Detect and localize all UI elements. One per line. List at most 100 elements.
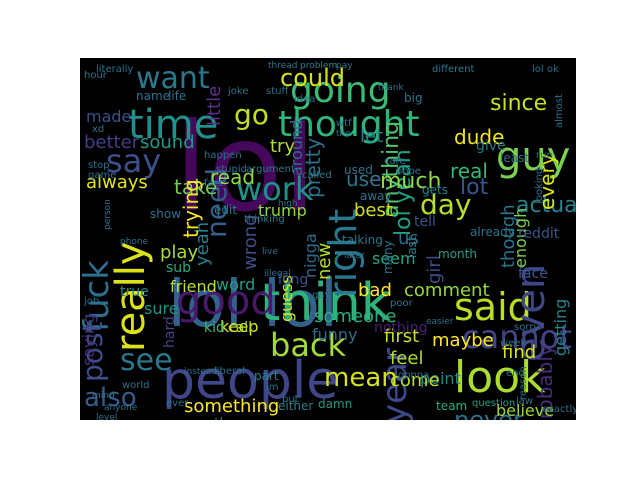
cloud-word-saying: saying bbox=[80, 314, 98, 366]
cloud-word-already: already bbox=[470, 225, 515, 239]
cloud-word-getting: getting bbox=[551, 299, 570, 356]
cloud-word-pretty: pretty bbox=[301, 138, 325, 198]
cloud-word-either: either bbox=[278, 399, 313, 413]
cloud-word-see: see bbox=[120, 343, 173, 378]
cloud-word-thinking: thinking bbox=[244, 214, 285, 225]
cloud-word-first: first bbox=[384, 326, 419, 347]
cloud-word-nigga: nigga bbox=[301, 233, 320, 278]
cloud-word-reddit: reddit bbox=[518, 226, 560, 242]
cloud-word-mean: mean bbox=[324, 363, 398, 393]
cloud-word-give: give bbox=[476, 138, 506, 154]
cloud-word-happen: happen bbox=[204, 150, 242, 161]
cloud-word-another: another bbox=[188, 416, 243, 420]
cloud-word-called: called bbox=[302, 170, 332, 181]
cloud-word-damn: damn bbox=[318, 397, 352, 411]
cloud-word-xd: xd bbox=[92, 124, 104, 135]
cloud-word-point: point bbox=[420, 369, 461, 388]
cloud-word-hard: hard bbox=[162, 316, 178, 348]
cloud-word-find: find bbox=[502, 342, 536, 363]
cloud-word-liberal: liberal bbox=[214, 366, 245, 377]
cloud-word-someone: someone bbox=[314, 306, 397, 327]
cloud-word-end: end bbox=[506, 368, 525, 379]
cloud-word-high: high bbox=[278, 199, 298, 209]
cloud-word-better: better bbox=[84, 132, 140, 153]
cloud-word-since: since bbox=[490, 91, 547, 116]
cloud-word-new: new bbox=[314, 243, 335, 280]
cloud-word-year: year bbox=[375, 348, 415, 420]
cloud-word-exactly: exactly bbox=[542, 404, 576, 415]
cloud-word-question: question bbox=[472, 398, 515, 409]
cloud-word-sound: sound bbox=[140, 132, 195, 153]
cloud-word-need: need bbox=[200, 168, 233, 238]
cloud-word-im: im bbox=[266, 382, 279, 393]
cloud-word-month: month bbox=[438, 247, 477, 261]
cloud-word-kid: kid bbox=[204, 320, 225, 336]
cloud-word-enough: enough bbox=[511, 208, 530, 268]
cloud-word-dude: dude bbox=[454, 125, 504, 149]
cloud-word-lot: lot bbox=[460, 175, 489, 200]
cloud-word-look: look bbox=[454, 352, 546, 403]
cloud-word-word: word bbox=[216, 275, 255, 294]
cloud-word-also: also bbox=[84, 383, 137, 413]
cloud-word-could: could bbox=[280, 64, 345, 92]
cloud-word-tell: tell bbox=[414, 214, 436, 230]
cloud-word-day: day bbox=[420, 188, 472, 221]
cloud-word-thread: thread bbox=[268, 61, 298, 71]
cloud-word-believe: believe bbox=[496, 401, 554, 420]
cloud-word-put: put bbox=[282, 394, 299, 405]
cloud-word-right: right bbox=[321, 209, 365, 298]
cloud-word-much: much bbox=[380, 169, 441, 194]
cloud-word-read: read bbox=[210, 165, 255, 189]
cloud-word-gonna: gonna bbox=[398, 370, 429, 381]
cloud-word-feel: feel bbox=[390, 348, 424, 369]
cloud-word-thank: thank bbox=[378, 83, 404, 93]
cloud-word-lol-ok: lol ok bbox=[532, 64, 559, 75]
cloud-word-anything: anything bbox=[379, 121, 404, 218]
cloud-word-want: want bbox=[136, 61, 210, 96]
cloud-word-trump: trump bbox=[258, 201, 307, 220]
cloud-word-never: never bbox=[454, 406, 523, 420]
cloud-word-argument: argument bbox=[246, 164, 295, 175]
cloud-word-sure: sure bbox=[144, 299, 179, 318]
cloud-word-cannot: cannot bbox=[462, 318, 572, 356]
cloud-word-easier: easier bbox=[426, 317, 454, 327]
word-cloud-panel: lol lol lol people think time going thought goo… bbox=[80, 58, 576, 420]
cloud-word-think: think bbox=[260, 273, 391, 333]
cloud-word-nothing: nothing bbox=[374, 320, 427, 336]
cloud-word-later: later bbox=[344, 251, 365, 261]
cloud-word-thought: thought bbox=[278, 104, 420, 145]
cloud-word-job: job bbox=[83, 296, 99, 307]
cloud-word-reason: reason bbox=[518, 366, 529, 400]
cloud-word-even: even bbox=[508, 264, 554, 362]
cloud-word-best: best bbox=[354, 200, 393, 221]
cloud-word-bad: bad bbox=[358, 280, 392, 301]
cloud-word-show: show bbox=[150, 207, 181, 221]
cloud-word-people: people bbox=[162, 351, 338, 411]
cloud-word-literally: literally bbox=[96, 64, 133, 75]
cloud-word-face: face bbox=[518, 266, 548, 282]
cloud-word-team: team bbox=[436, 399, 467, 413]
cloud-word-comment: comment bbox=[404, 280, 490, 301]
cloud-word-different: different bbox=[432, 64, 475, 75]
cloud-word-edit: edit bbox=[214, 203, 237, 217]
cloud-word-used: used bbox=[344, 163, 373, 177]
cloud-word-life: life bbox=[168, 89, 186, 103]
cloud-word-looking: looking bbox=[534, 168, 545, 204]
cloud-word-come: come bbox=[390, 370, 440, 391]
cloud-word-girl: girl bbox=[424, 255, 445, 284]
cloud-word-wtf: wtf bbox=[336, 118, 352, 129]
cloud-word-work: work bbox=[236, 170, 314, 208]
cloud-word-gets: gets bbox=[422, 183, 448, 197]
cloud-word-stupid: stupid bbox=[216, 164, 247, 175]
cloud-word-joke: joke bbox=[227, 86, 248, 97]
cloud-word-use: use bbox=[346, 167, 381, 191]
cloud-word-tho: tho bbox=[336, 129, 351, 139]
cloud-word-time: time bbox=[128, 102, 218, 148]
cloud-word-game: game bbox=[88, 170, 116, 181]
cloud-word-good: good bbox=[176, 278, 276, 324]
cloud-word-hour: hour bbox=[84, 70, 108, 81]
cloud-word-funny: funny bbox=[312, 325, 358, 344]
cloud-word-person: person bbox=[103, 199, 113, 230]
cloud-word-least: least bbox=[500, 151, 529, 165]
